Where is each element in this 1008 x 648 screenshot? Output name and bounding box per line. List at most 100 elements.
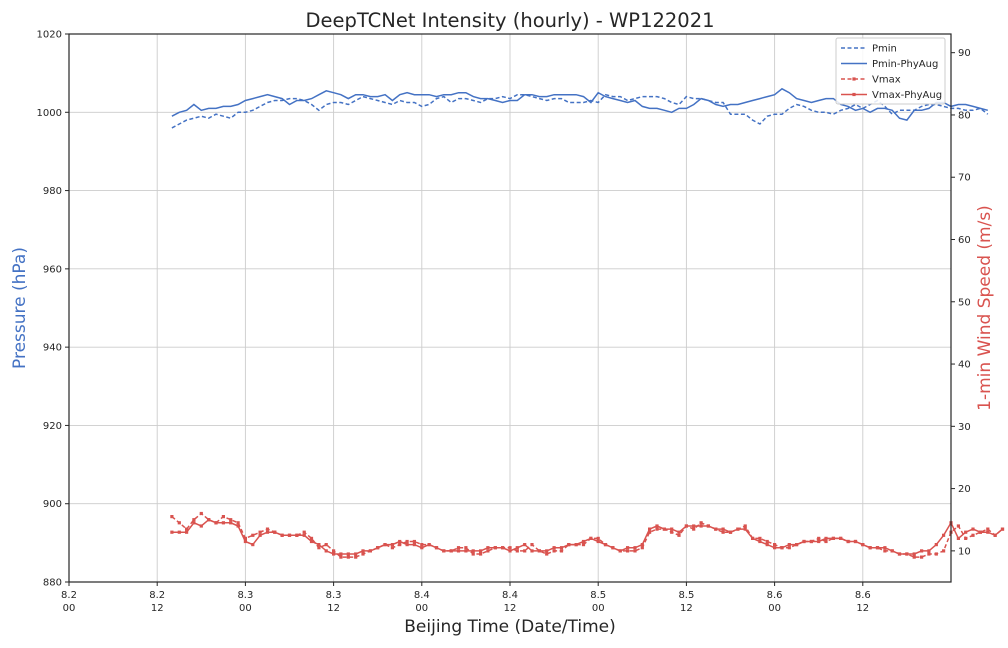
point-vmax-phyaug [802, 539, 806, 544]
point-vmax-phyaug [699, 524, 703, 528]
point-vmax-phyaug [714, 527, 718, 531]
point-vmax [199, 511, 203, 516]
point-vmax [920, 555, 924, 559]
point-vmax-phyaug [324, 549, 328, 553]
point-vmax-phyaug [655, 524, 659, 528]
right-y-tick-label: 90 [958, 48, 971, 59]
point-vmax-phyaug [912, 552, 916, 556]
point-vmax-phyaug [927, 549, 931, 553]
point-vmax-phyaug [412, 543, 416, 547]
right-y-tick-label: 60 [958, 235, 971, 246]
point-vmax [986, 527, 990, 531]
point-vmax-phyaug [456, 549, 461, 553]
point-vmax-phyaug [530, 549, 534, 553]
point-vmax-phyaug [751, 536, 755, 540]
point-vmax-phyaug [611, 546, 615, 550]
x-tick-label-time: 00 [239, 603, 252, 614]
point-vmax [332, 549, 336, 553]
point-vmax [265, 527, 270, 531]
point-vmax-phyaug [942, 533, 946, 537]
point-vmax [787, 546, 791, 550]
right-y-tick-label: 80 [958, 110, 971, 121]
legend-item-vmax: Vmax [841, 75, 901, 86]
point-vmax-phyaug [207, 518, 211, 522]
point-vmax [721, 530, 725, 534]
point-vmax-phyaug [817, 539, 821, 544]
point-vmax [912, 555, 916, 559]
point-vmax [765, 539, 769, 544]
point-vmax-phyaug [508, 549, 512, 553]
point-vmax-phyaug [603, 543, 608, 547]
point-vmax-phyaug [846, 539, 850, 544]
legend-item-pmin-phyaug: Pmin-PhyAug [841, 59, 938, 70]
x-tick-label-time: 12 [151, 603, 164, 614]
point-vmax [221, 515, 225, 519]
x-axis-label: Beijing Time (Date/Time) [404, 617, 616, 637]
point-vmax [398, 543, 402, 547]
x-axis: 8.2 00 8.2 12 8.3 00 8.3 12 8.4 00 8.4 12 8.5 00 8.5 12… [61, 582, 871, 614]
legend-marker [852, 92, 856, 97]
point-vmax-phyaug [368, 549, 372, 553]
point-vmax [956, 524, 960, 528]
grid-lines [68, 33, 951, 583]
left-y-tick-label: 920 [43, 421, 62, 432]
point-vmax-phyaug [273, 530, 277, 534]
point-vmax [192, 518, 196, 522]
point-vmax [346, 555, 350, 559]
left-y-tick-label: 1000 [37, 108, 62, 119]
point-vmax [927, 552, 931, 556]
x-tick-label-date: 8.5 [590, 590, 606, 601]
point-vmax-phyaug [170, 530, 174, 534]
point-vmax-phyaug [214, 521, 218, 525]
left-y-axis-label: Pressure (hPa) [10, 247, 30, 369]
point-vmax [339, 555, 343, 559]
point-vmax [530, 543, 534, 547]
point-vmax-phyaug [890, 549, 894, 553]
point-vmax [626, 549, 630, 553]
point-vmax [648, 530, 652, 534]
point-vmax [942, 549, 946, 553]
point-vmax-phyaug [545, 549, 549, 553]
point-vmax [229, 518, 233, 522]
point-vmax [743, 524, 747, 528]
point-vmax-phyaug [346, 552, 350, 556]
point-vmax [692, 527, 696, 531]
point-vmax-phyaug [993, 533, 997, 537]
point-vmax-phyaug [265, 530, 270, 534]
point-vmax [309, 536, 314, 540]
right-y-axis-label: 1-min Wind Speed (m/s) [975, 205, 995, 411]
point-vmax [964, 536, 968, 540]
x-tick-label-time: 12 [504, 603, 517, 614]
legend-label: Vmax-PhyAug [872, 90, 942, 101]
x-tick-label-date: 8.6 [767, 590, 783, 601]
point-vmax [170, 515, 174, 519]
legend-marker [852, 77, 856, 81]
point-vmax-phyaug [559, 546, 564, 550]
x-tick-label-date: 8.4 [502, 590, 518, 601]
point-vmax-phyaug [964, 530, 968, 534]
point-vmax-phyaug [479, 549, 483, 553]
x-tick-label-time: 00 [415, 603, 428, 614]
point-vmax-phyaug [743, 527, 747, 531]
point-vmax [545, 552, 549, 556]
point-vmax [883, 549, 887, 553]
point-vmax-phyaug [596, 539, 600, 544]
point-vmax-phyaug [956, 536, 960, 540]
right-y-tick-label: 10 [958, 546, 971, 557]
legend-label: Pmin [872, 44, 897, 55]
point-vmax-phyaug [971, 527, 975, 531]
point-vmax [640, 546, 644, 550]
point-vmax [317, 546, 321, 550]
point-vmax [486, 549, 490, 553]
x-tick-label-time: 12 [856, 603, 869, 614]
point-vmax-phyaug [1000, 527, 1005, 531]
point-vmax-phyaug [758, 539, 762, 544]
point-vmax-phyaug [354, 552, 358, 556]
point-vmax-phyaug [398, 539, 402, 544]
point-vmax-phyaug [449, 549, 453, 553]
x-tick-label-time: 12 [327, 603, 340, 614]
point-vmax-phyaug [883, 546, 887, 550]
legend-item-pmin: Pmin [841, 44, 897, 55]
series-vmax-phyaug [170, 518, 1005, 556]
point-vmax [655, 527, 659, 531]
